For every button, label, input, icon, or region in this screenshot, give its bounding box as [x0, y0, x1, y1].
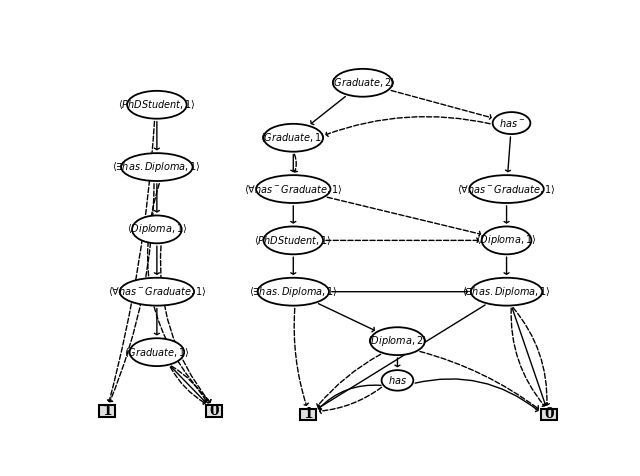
- Ellipse shape: [120, 278, 194, 306]
- Text: $\langle\mathit{Diploma},1\rangle$: $\langle\mathit{Diploma},1\rangle$: [127, 222, 187, 237]
- Text: $\langle\mathit{Graduate},2\rangle$: $\langle\mathit{Graduate},2\rangle$: [330, 76, 396, 89]
- Ellipse shape: [333, 69, 392, 97]
- Text: $\langle\forall\mathit{has}^-\mathit{Graduate},1\rangle$: $\langle\forall\mathit{has}^-\mathit{Gra…: [108, 285, 206, 298]
- Text: $\langle\exists\mathit{has.Diploma},1\rangle$: $\langle\exists\mathit{has.Diploma},1\ra…: [462, 285, 551, 299]
- Ellipse shape: [370, 327, 425, 355]
- Ellipse shape: [264, 124, 323, 152]
- FancyBboxPatch shape: [99, 405, 115, 416]
- Ellipse shape: [264, 227, 323, 254]
- Ellipse shape: [381, 370, 413, 391]
- Text: $\langle\exists\mathit{has.Diploma},1\rangle$: $\langle\exists\mathit{has.Diploma},1\ra…: [113, 160, 202, 174]
- Text: $\mathit{has}^-$: $\mathit{has}^-$: [499, 117, 525, 129]
- Text: $\langle\mathit{PhDStudent},1\rangle$: $\langle\mathit{PhDStudent},1\rangle$: [254, 234, 332, 247]
- Text: $\langle\mathit{PhDStudent},1\rangle$: $\langle\mathit{PhDStudent},1\rangle$: [118, 98, 196, 111]
- Ellipse shape: [132, 216, 182, 243]
- Ellipse shape: [129, 338, 184, 366]
- FancyBboxPatch shape: [541, 408, 557, 420]
- Text: $\langle\mathit{Graduate},1\rangle$: $\langle\mathit{Graduate},1\rangle$: [124, 346, 189, 359]
- Ellipse shape: [127, 91, 187, 119]
- FancyBboxPatch shape: [300, 408, 316, 420]
- Text: $\langle\mathit{Diploma},1\rangle$: $\langle\mathit{Diploma},1\rangle$: [476, 233, 537, 248]
- Text: 0: 0: [544, 407, 554, 421]
- Ellipse shape: [257, 278, 329, 306]
- Ellipse shape: [256, 175, 330, 203]
- Ellipse shape: [493, 112, 531, 134]
- Ellipse shape: [121, 153, 193, 181]
- Text: $\langle\mathit{Diploma},2\rangle$: $\langle\mathit{Diploma},2\rangle$: [367, 334, 428, 348]
- Text: $\mathit{has}$: $\mathit{has}$: [388, 375, 407, 387]
- FancyBboxPatch shape: [206, 405, 222, 416]
- Text: 1: 1: [102, 404, 112, 418]
- Ellipse shape: [482, 227, 531, 254]
- Text: 1: 1: [303, 407, 313, 421]
- Text: $\langle\mathit{Graduate},1\rangle$: $\langle\mathit{Graduate},1\rangle$: [260, 131, 326, 144]
- Text: 0: 0: [209, 404, 219, 418]
- Ellipse shape: [471, 278, 542, 306]
- Text: $\langle\forall\mathit{has}^-\mathit{Graduate},1\rangle$: $\langle\forall\mathit{has}^-\mathit{Gra…: [244, 183, 342, 196]
- Text: $\langle\exists\mathit{has.Diploma},1\rangle$: $\langle\exists\mathit{has.Diploma},1\ra…: [249, 285, 338, 299]
- Text: $\langle\forall\mathit{has}^-\mathit{Graduate},1\rangle$: $\langle\forall\mathit{has}^-\mathit{Gra…: [457, 183, 556, 196]
- Ellipse shape: [469, 175, 544, 203]
